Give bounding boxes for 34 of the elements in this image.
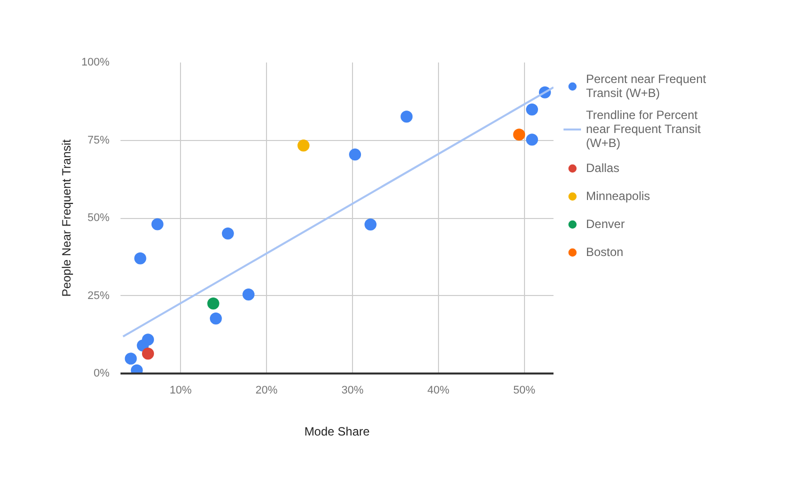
point [124, 352, 137, 365]
point [400, 110, 413, 123]
legend-label: Trendline for Percent near Frequent Transit (W+B) [586, 108, 701, 150]
x-tick-label: 40% [427, 384, 450, 396]
point [134, 252, 146, 264]
y-tick-label: 75% [87, 134, 110, 146]
point [151, 218, 164, 230]
x-tick-label: 50% [513, 384, 536, 396]
legend-label: Boston [586, 245, 624, 259]
y-tick-label: 0% [94, 368, 110, 380]
legend-label: Denver [586, 217, 625, 231]
point [526, 134, 538, 146]
x-tick-label: 20% [256, 384, 278, 396]
legend-label: Percent near Frequent Transit (W+B) [586, 72, 706, 100]
point [349, 148, 362, 161]
y-tick-label: 25% [87, 290, 110, 302]
point [207, 298, 220, 310]
point [526, 103, 538, 116]
point [142, 348, 154, 360]
point [222, 228, 234, 240]
x-tick-label: 30% [341, 384, 364, 396]
point [242, 288, 255, 300]
legend-label: Minneapolis [586, 189, 650, 203]
x-tick-label: 10% [170, 384, 192, 396]
legend-label: Dallas [586, 161, 620, 175]
point [364, 218, 377, 231]
y-axis-title: People Near Frequent Transit [59, 138, 74, 297]
point [513, 128, 526, 141]
point [297, 140, 310, 152]
x-axis-title: Mode Share [304, 424, 370, 438]
point [210, 312, 222, 324]
y-tick-label: 100% [81, 56, 110, 68]
y-tick-label: 50% [87, 212, 110, 224]
point [142, 334, 154, 346]
